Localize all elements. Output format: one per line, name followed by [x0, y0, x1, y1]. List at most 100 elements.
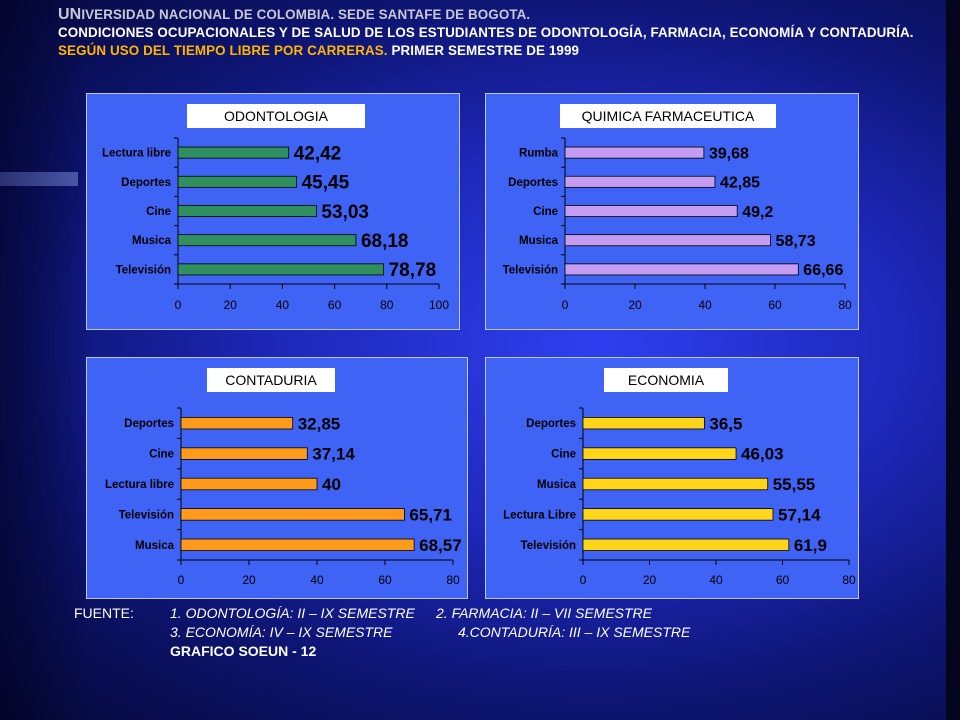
bar-deportes: [582, 417, 705, 430]
value-label-cine: 49,2: [742, 204, 773, 221]
category-label-musica: Musica: [537, 479, 577, 491]
bar-cine: [177, 205, 317, 217]
category-label-lectura-libre: Lectura libre: [102, 148, 171, 160]
x-tick-label: 80: [838, 298, 852, 312]
x-tick-label: 20: [643, 573, 657, 587]
x-tick-label: 20: [628, 298, 642, 312]
value-label-rumba: 39,68: [709, 145, 749, 162]
value-label-musica: 55,55: [773, 475, 816, 494]
category-label-lectura-libre: Lectura Libre: [503, 509, 576, 521]
bar-musica: [180, 538, 415, 551]
accent-bar: [0, 172, 78, 186]
category-label-television: Televisión: [116, 264, 171, 276]
header-line-3: SEGÚN USO DEL TIEMPO LIBRE POR CARRERAS.…: [58, 42, 948, 60]
chart-economia: ECONOMIA 0 20 40 60 80 Deportes 36,5 Cine 46,03 Mu…: [485, 357, 859, 599]
x-tick-label: 40: [698, 298, 712, 312]
x-tick-label: 80: [446, 573, 460, 587]
chart-odontologia-svg: ODONTOLOGIA 0 20 40 60 80 100 Lectura libre 42,4…: [102, 104, 449, 312]
x-tick-label: 60: [776, 573, 790, 587]
x-tick-label: 20: [242, 573, 256, 587]
x-tick-label: 0: [580, 573, 587, 587]
x-tick-label: 0: [562, 298, 569, 312]
x-tick-label: 80: [380, 298, 394, 312]
chart-title: CONTADURIA: [225, 372, 317, 388]
header-line-1-text: IVERSIDAD NACIONAL DE COLOMBIA. SEDE SAN…: [81, 7, 531, 22]
header-line-1: UNIVERSIDAD NACIONAL DE COLOMBIA. SEDE S…: [58, 6, 531, 23]
category-label-deportes: Deportes: [121, 177, 171, 189]
chart-title-box: [207, 368, 335, 392]
bar-television: [177, 263, 385, 276]
value-label-television: 66,66: [803, 262, 843, 279]
category-label-cine: Cine: [146, 206, 171, 218]
bar-lectura-libre: [177, 146, 290, 159]
x-tick-label: 60: [378, 573, 392, 587]
footer-item-4: 4.CONTADURÍA: III – IX SEMESTRE: [458, 624, 691, 640]
footer-graph-id: GRAFICO SOEUN - 12: [170, 643, 317, 659]
x-tick-label: 40: [310, 573, 324, 587]
value-label-television: 78,78: [389, 260, 437, 281]
x-tick-label: 40: [709, 573, 723, 587]
right-shade: [946, 0, 960, 720]
bar-rumba: [564, 146, 705, 159]
chart-title-box: [560, 104, 776, 128]
category-label-rumba: Rumba: [519, 148, 559, 160]
plot-area: CONTADURIA 0 20 40 60 80 Deportes 32,85 Cine 37,1…: [105, 368, 462, 587]
chart-title-box: [187, 104, 365, 128]
category-label-television: Televisión: [521, 540, 576, 552]
bar-musica: [582, 477, 769, 491]
bar-musica: [177, 234, 357, 247]
chart-title: ODONTOLOGIA: [224, 108, 329, 124]
plot-area: QUIMICA FARMACEUTICA 0 20 40 60 80 Rumba 39,68 D…: [503, 104, 852, 312]
value-label-deportes: 36,5: [709, 414, 742, 433]
bar-musica: [564, 234, 771, 247]
chart-title: ECONOMIA: [628, 372, 705, 388]
footer-item-3: 3. ECONOMÍA: IV – IX SEMESTRE: [170, 624, 393, 640]
left-shade: [0, 0, 90, 720]
chart-economia-svg: ECONOMIA 0 20 40 60 80 Deportes 36,5 Cine 46,03 Mu…: [503, 368, 856, 587]
header-line-3-orange: SEGÚN USO DEL TIEMPO LIBRE POR CARRERAS.: [58, 43, 388, 58]
category-label-deportes: Deportes: [508, 177, 558, 189]
bar-television: [564, 263, 799, 276]
value-label-cine: 53,03: [321, 202, 369, 223]
x-tick-label: 60: [768, 298, 782, 312]
bar-lectura-libre: [180, 477, 318, 491]
x-tick-label: 40: [276, 298, 290, 312]
bar-television: [582, 538, 790, 551]
category-label-musica: Musica: [132, 235, 172, 247]
footer-label: FUENTE:: [74, 605, 134, 621]
plot-area: ECONOMIA 0 20 40 60 80 Deportes 36,5 Cine 46,03 Mu…: [503, 368, 856, 587]
chart-quimica-farmaceutica: QUIMICA FARMACEUTICA 0 20 40 60 80 Rumba 39,68 D…: [485, 93, 859, 330]
header-line-2: CONDICIONES OCUPACIONALES Y DE SALUD DE …: [58, 25, 914, 40]
chart-odontologia: ODONTOLOGIA 0 20 40 60 80 100 Lectura libre 42,4…: [86, 93, 460, 330]
bar-television: [180, 508, 405, 521]
value-label-lectura-libre: 42,42: [294, 143, 342, 164]
value-label-television: 61,9: [794, 536, 827, 555]
category-label-cine: Cine: [533, 206, 558, 218]
bar-cine: [180, 447, 308, 460]
x-tick-label: 80: [842, 573, 856, 587]
x-tick-label: 60: [328, 298, 342, 312]
category-label-cine: Cine: [149, 449, 174, 461]
bar-deportes: [177, 175, 298, 188]
chart-contaduria-svg: CONTADURIA 0 20 40 60 80 Deportes 32,85 Cine 37,1…: [105, 368, 462, 587]
value-label-television: 65,71: [409, 506, 452, 525]
value-label-musica: 68,18: [361, 231, 409, 252]
chart-contaduria: CONTADURIA 0 20 40 60 80 Deportes 32,85 Cine 37,1…: [86, 357, 468, 599]
chart-title-box: [604, 368, 728, 392]
category-label-deportes: Deportes: [526, 418, 576, 430]
value-label-cine: 37,14: [312, 445, 355, 464]
category-label-television: Televisión: [119, 509, 174, 521]
value-label-musica: 68,57: [419, 536, 462, 555]
category-label-deportes: Deportes: [124, 418, 174, 430]
category-label-television: Televisión: [503, 264, 558, 276]
footer-source: FUENTE: 1. ODONTOLOGÍA: II – IX SEMESTRE…: [74, 604, 774, 661]
value-label-deportes: 32,85: [298, 414, 341, 433]
value-label-deportes: 45,45: [302, 173, 350, 194]
category-label-lectura-libre: Lectura libre: [105, 479, 174, 491]
x-tick-label: 0: [175, 298, 182, 312]
chart-title: QUIMICA FARMACEUTICA: [582, 108, 755, 124]
category-label-musica: Musica: [135, 540, 175, 552]
x-tick-label: 100: [429, 298, 449, 312]
bar-cine: [564, 205, 738, 217]
value-label-cine: 46,03: [741, 445, 784, 464]
